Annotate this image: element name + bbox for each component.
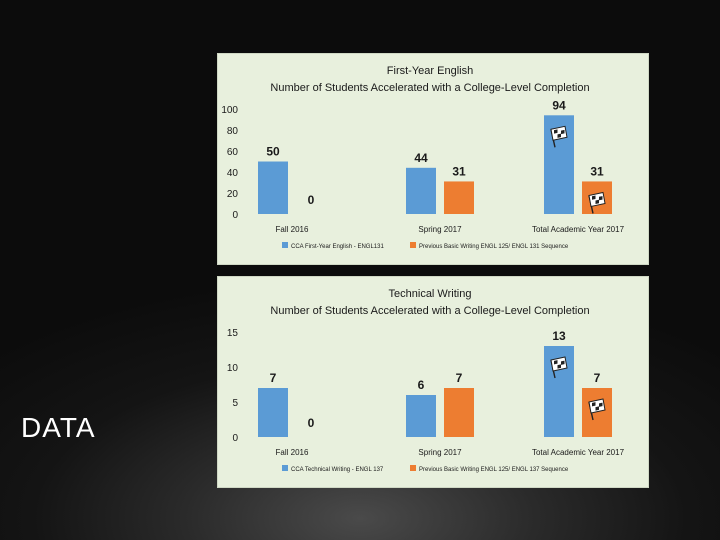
flag-check — [561, 360, 565, 365]
legend-swatch-blue — [282, 242, 288, 248]
flag-check — [595, 406, 599, 411]
checkered-flag-icon — [588, 191, 606, 214]
y-tick-label: 60 — [227, 147, 239, 158]
chart-first-year-english-svg: First-Year English Number of Students Acc… — [221, 65, 625, 250]
bar-blue — [258, 388, 288, 437]
bar-blue — [406, 167, 436, 214]
data-label: 7 — [594, 371, 601, 385]
data-label: 0 — [308, 416, 315, 430]
category-label: Fall 2016 — [276, 225, 309, 234]
flag-check — [592, 402, 596, 407]
flag-check — [561, 129, 565, 135]
category-label: Total Academic Year 2017 — [532, 448, 625, 457]
bar-orange — [444, 181, 474, 214]
category-label: Fall 2016 — [276, 448, 309, 457]
flag-check — [595, 199, 599, 205]
bar-orange — [582, 388, 612, 437]
legend-swatch-orange — [410, 242, 416, 248]
chart-subtitle: Number of Students Accelerated with a Co… — [270, 305, 589, 317]
legend-label: Previous Basic Writing ENGL 125/ ENGL 13… — [419, 467, 569, 473]
chart-first-year-english: First-Year English Number of Students Acc… — [218, 54, 648, 264]
y-tick-label: 5 — [232, 398, 238, 409]
checkered-flag-icon — [550, 125, 568, 148]
flag-check — [557, 364, 561, 369]
legend-swatch-orange — [410, 465, 416, 471]
data-label: 6 — [418, 378, 425, 392]
checkered-flag-icon — [550, 356, 568, 379]
flag-check — [592, 195, 596, 200]
y-tick-label: 15 — [227, 328, 239, 339]
y-tick-label: 80 — [227, 126, 239, 137]
chart-technical-writing-svg: Technical Writing Number of Students Acce… — [227, 288, 625, 473]
y-tick-label: 40 — [227, 168, 239, 179]
chart-subtitle: Number of Students Accelerated with a Co… — [270, 82, 589, 94]
data-label: 0 — [308, 193, 315, 207]
data-label: 44 — [414, 151, 428, 165]
chart-title: Technical Writing — [389, 288, 472, 300]
legend-swatch-blue — [282, 465, 288, 471]
flag-check — [599, 402, 603, 407]
checkered-flag-icon — [588, 398, 606, 421]
flag-cloth — [550, 125, 568, 141]
chart-technical-writing: Technical Writing Number of Students Acce… — [218, 277, 648, 487]
y-tick-label: 0 — [232, 210, 238, 221]
bar-blue — [406, 395, 436, 437]
data-label: 94 — [552, 98, 566, 112]
chart-title: First-Year English — [387, 65, 473, 77]
legend-label: Previous Basic Writing ENGL 125/ ENGL 13… — [419, 244, 569, 250]
slide-title: DATA — [21, 412, 96, 443]
flag-check — [554, 360, 558, 365]
y-tick-label: 20 — [227, 189, 239, 200]
flag-cloth — [588, 191, 606, 208]
legend-label: CCA Technical Writing - ENGL 137 — [291, 467, 384, 473]
legend-label: CCA First-Year English - ENGL131 — [291, 244, 384, 250]
data-label: 7 — [270, 371, 277, 385]
bar-blue — [258, 161, 288, 214]
data-label: 31 — [452, 164, 466, 178]
flag-cloth — [550, 356, 568, 372]
data-label: 31 — [590, 164, 604, 178]
category-label: Total Academic Year 2017 — [532, 225, 625, 234]
data-label: 13 — [552, 329, 566, 343]
data-label: 50 — [266, 145, 280, 159]
bar-orange — [444, 388, 474, 437]
category-label: Spring 2017 — [418, 448, 462, 457]
data-label: 7 — [456, 371, 463, 385]
category-label: Spring 2017 — [418, 225, 462, 234]
y-tick-label: 0 — [232, 433, 238, 444]
flag-check — [599, 196, 603, 201]
flag-cloth — [588, 398, 606, 414]
y-tick-label: 100 — [221, 105, 238, 116]
flag-check — [557, 133, 561, 138]
y-tick-label: 10 — [227, 363, 239, 374]
flag-check — [554, 129, 558, 134]
